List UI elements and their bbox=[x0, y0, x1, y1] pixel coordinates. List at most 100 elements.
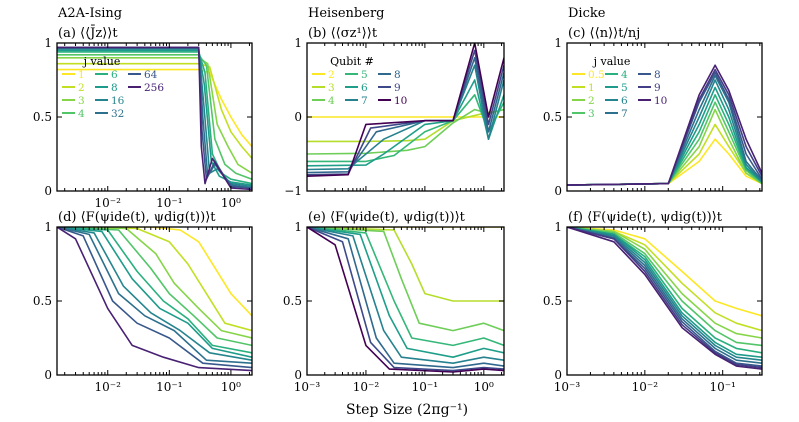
series-line-2 bbox=[567, 227, 762, 339]
x-tick-label: 10⁻² bbox=[632, 380, 659, 394]
x-tick-label: 10⁻¹ bbox=[156, 196, 182, 210]
panel-e: 10⁻³ 10⁻² 10⁻¹ 10⁰ 0 0.5 1 (e) ⟨F(ψide(t), ψdig… bbox=[283, 210, 505, 394]
x-tick-label: 10⁻¹ bbox=[709, 380, 735, 394]
panel-label: (c) ⟨⟨n⟩⟩t/nj bbox=[568, 26, 640, 41]
legend-entry: 2 bbox=[588, 95, 595, 107]
legend-entry: 0.5 bbox=[588, 69, 605, 81]
panel-label: (f) ⟨F(ψide(t), ψdig(t))⟩t bbox=[568, 210, 723, 225]
series-line-10 bbox=[567, 64, 762, 186]
legend-entry: 2 bbox=[78, 82, 85, 94]
legend-entry: 32 bbox=[111, 108, 124, 120]
panel-label: (e) ⟨F(ψide(t), ψdig(t))⟩t bbox=[308, 210, 466, 225]
series-line-6 bbox=[57, 51, 252, 185]
panel-f: 10⁻³ 10⁻² 10⁻¹ 0 0.5 1 (f) ⟨F(ψide(t), ψdig(t)… bbox=[543, 210, 763, 394]
series-line-6 bbox=[307, 227, 504, 359]
x-tick-label: 10⁰ bbox=[474, 380, 494, 394]
y-tick-label: 1 bbox=[554, 36, 562, 50]
legend-entry: 2 bbox=[328, 69, 335, 81]
legend-entry: 64 bbox=[144, 69, 158, 81]
y-tick-label: 1 bbox=[294, 36, 302, 50]
panel-title: A2A-Ising bbox=[57, 6, 122, 21]
series-line-256 bbox=[57, 46, 252, 191]
y-tick-label: 0 bbox=[44, 368, 52, 382]
legend-title: Qubit # bbox=[330, 55, 374, 68]
legend-entry: 10 bbox=[654, 95, 667, 107]
legend-entry: 6 bbox=[361, 82, 368, 94]
series-line-16 bbox=[57, 227, 252, 361]
series-line-8 bbox=[307, 227, 504, 369]
series-line-32 bbox=[57, 227, 252, 364]
y-tick-label: 1 bbox=[44, 220, 52, 234]
series-line-7 bbox=[307, 227, 504, 365]
legend-entry: 8 bbox=[654, 69, 661, 81]
x-tick-label: 10⁻² bbox=[95, 196, 122, 210]
legend-entry: 4 bbox=[328, 95, 335, 107]
series-group bbox=[567, 227, 762, 370]
y-tick-label: 1 bbox=[554, 220, 562, 234]
series-group bbox=[57, 227, 252, 372]
x-tick-label: 10⁻³ bbox=[554, 380, 581, 394]
series-line-8 bbox=[57, 227, 252, 358]
legend-entry: 6 bbox=[621, 95, 628, 107]
y-tick-label: 0 bbox=[44, 184, 52, 198]
series-line-3 bbox=[567, 227, 762, 347]
legend-entry: 8 bbox=[111, 82, 118, 94]
legend-entry: 4 bbox=[621, 69, 628, 81]
y-tick-label: 0 bbox=[294, 368, 302, 382]
legend-entry: 7 bbox=[361, 95, 368, 107]
series-group bbox=[57, 46, 252, 191]
series-line-10 bbox=[307, 227, 504, 373]
y-tick-label: 1 bbox=[44, 36, 52, 50]
legend-entry: 8 bbox=[394, 69, 401, 81]
panel-title: Dicke bbox=[568, 6, 606, 21]
x-tick-label: 10⁰ bbox=[221, 196, 241, 210]
panel-label: (a) ⟨⟨J̄z⟩⟩t bbox=[58, 25, 118, 41]
legend-entry: 3 bbox=[78, 95, 85, 107]
series-line-10 bbox=[307, 43, 504, 177]
x-tick-label: 10⁻³ bbox=[294, 380, 321, 394]
legend-entry: 1 bbox=[588, 82, 595, 94]
legend-entry: 16 bbox=[111, 95, 125, 107]
series-line-4 bbox=[57, 227, 252, 347]
y-tick-label: 0.5 bbox=[33, 294, 52, 308]
x-tick-label: 10⁻² bbox=[353, 380, 380, 394]
series-line-2 bbox=[57, 62, 252, 159]
series-group bbox=[567, 64, 762, 186]
panel-a: 10⁻² 10⁻¹ 10⁰ 0 0.5 1 A2A-Ising (a) ⟨⟨J̄z⟩⟩t j v… bbox=[33, 6, 253, 210]
legend-entry: 1 bbox=[78, 69, 85, 81]
panel-label: (b) ⟨⟨σz¹⟩⟩t bbox=[308, 26, 378, 41]
panel-label: (d) ⟨F(ψide(t), ψdig(t))⟩t bbox=[58, 210, 216, 225]
series-line-9 bbox=[567, 227, 762, 369]
panel-b: −1 0 1 Heisenberg (b) ⟨⟨σz¹⟩⟩t Qubit #234 567 8… bbox=[284, 6, 505, 198]
y-tick-label: 1 bbox=[294, 220, 302, 234]
series-line-6 bbox=[567, 227, 762, 361]
y-tick-label: 0 bbox=[554, 368, 562, 382]
x-tick-label: 10⁻¹ bbox=[412, 380, 438, 394]
legend-entry: 9 bbox=[654, 82, 661, 94]
panel-title: Heisenberg bbox=[308, 6, 384, 21]
series-line-9 bbox=[307, 227, 504, 372]
y-tick-label: 0.5 bbox=[543, 294, 562, 308]
legend-entry: 7 bbox=[621, 108, 628, 120]
series-group bbox=[307, 227, 504, 373]
legend-entry: 5 bbox=[361, 69, 368, 81]
series-line-5 bbox=[567, 227, 762, 358]
series-line-64 bbox=[57, 227, 252, 369]
series-line-6 bbox=[57, 227, 252, 354]
series-line-256 bbox=[57, 227, 252, 372]
series-line-9 bbox=[307, 49, 504, 176]
legend-entry: 9 bbox=[394, 82, 401, 94]
legend-entry: 256 bbox=[144, 82, 164, 94]
legend-entry: 3 bbox=[328, 82, 335, 94]
plot-frame bbox=[56, 226, 253, 376]
series-line-3 bbox=[57, 56, 252, 174]
y-tick-label: 0.5 bbox=[33, 110, 52, 124]
panel-d: 10⁻² 10⁻¹ 10⁰ 0 0.5 1 (d) ⟨F(ψide(t), ψdig(t))… bbox=[33, 210, 253, 394]
series-line-7 bbox=[567, 227, 762, 364]
series-line-1 bbox=[57, 227, 252, 317]
series-line-8 bbox=[567, 227, 762, 367]
